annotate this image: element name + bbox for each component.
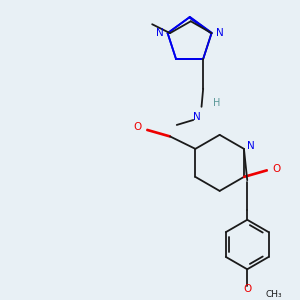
Text: N: N (155, 28, 163, 38)
Text: O: O (243, 284, 251, 294)
Text: CH₃: CH₃ (266, 290, 282, 298)
Text: O: O (273, 164, 281, 174)
Text: H: H (213, 98, 220, 109)
Text: O: O (133, 122, 141, 132)
Text: N: N (247, 141, 254, 151)
Text: N: N (216, 28, 224, 38)
Text: N: N (193, 112, 200, 122)
